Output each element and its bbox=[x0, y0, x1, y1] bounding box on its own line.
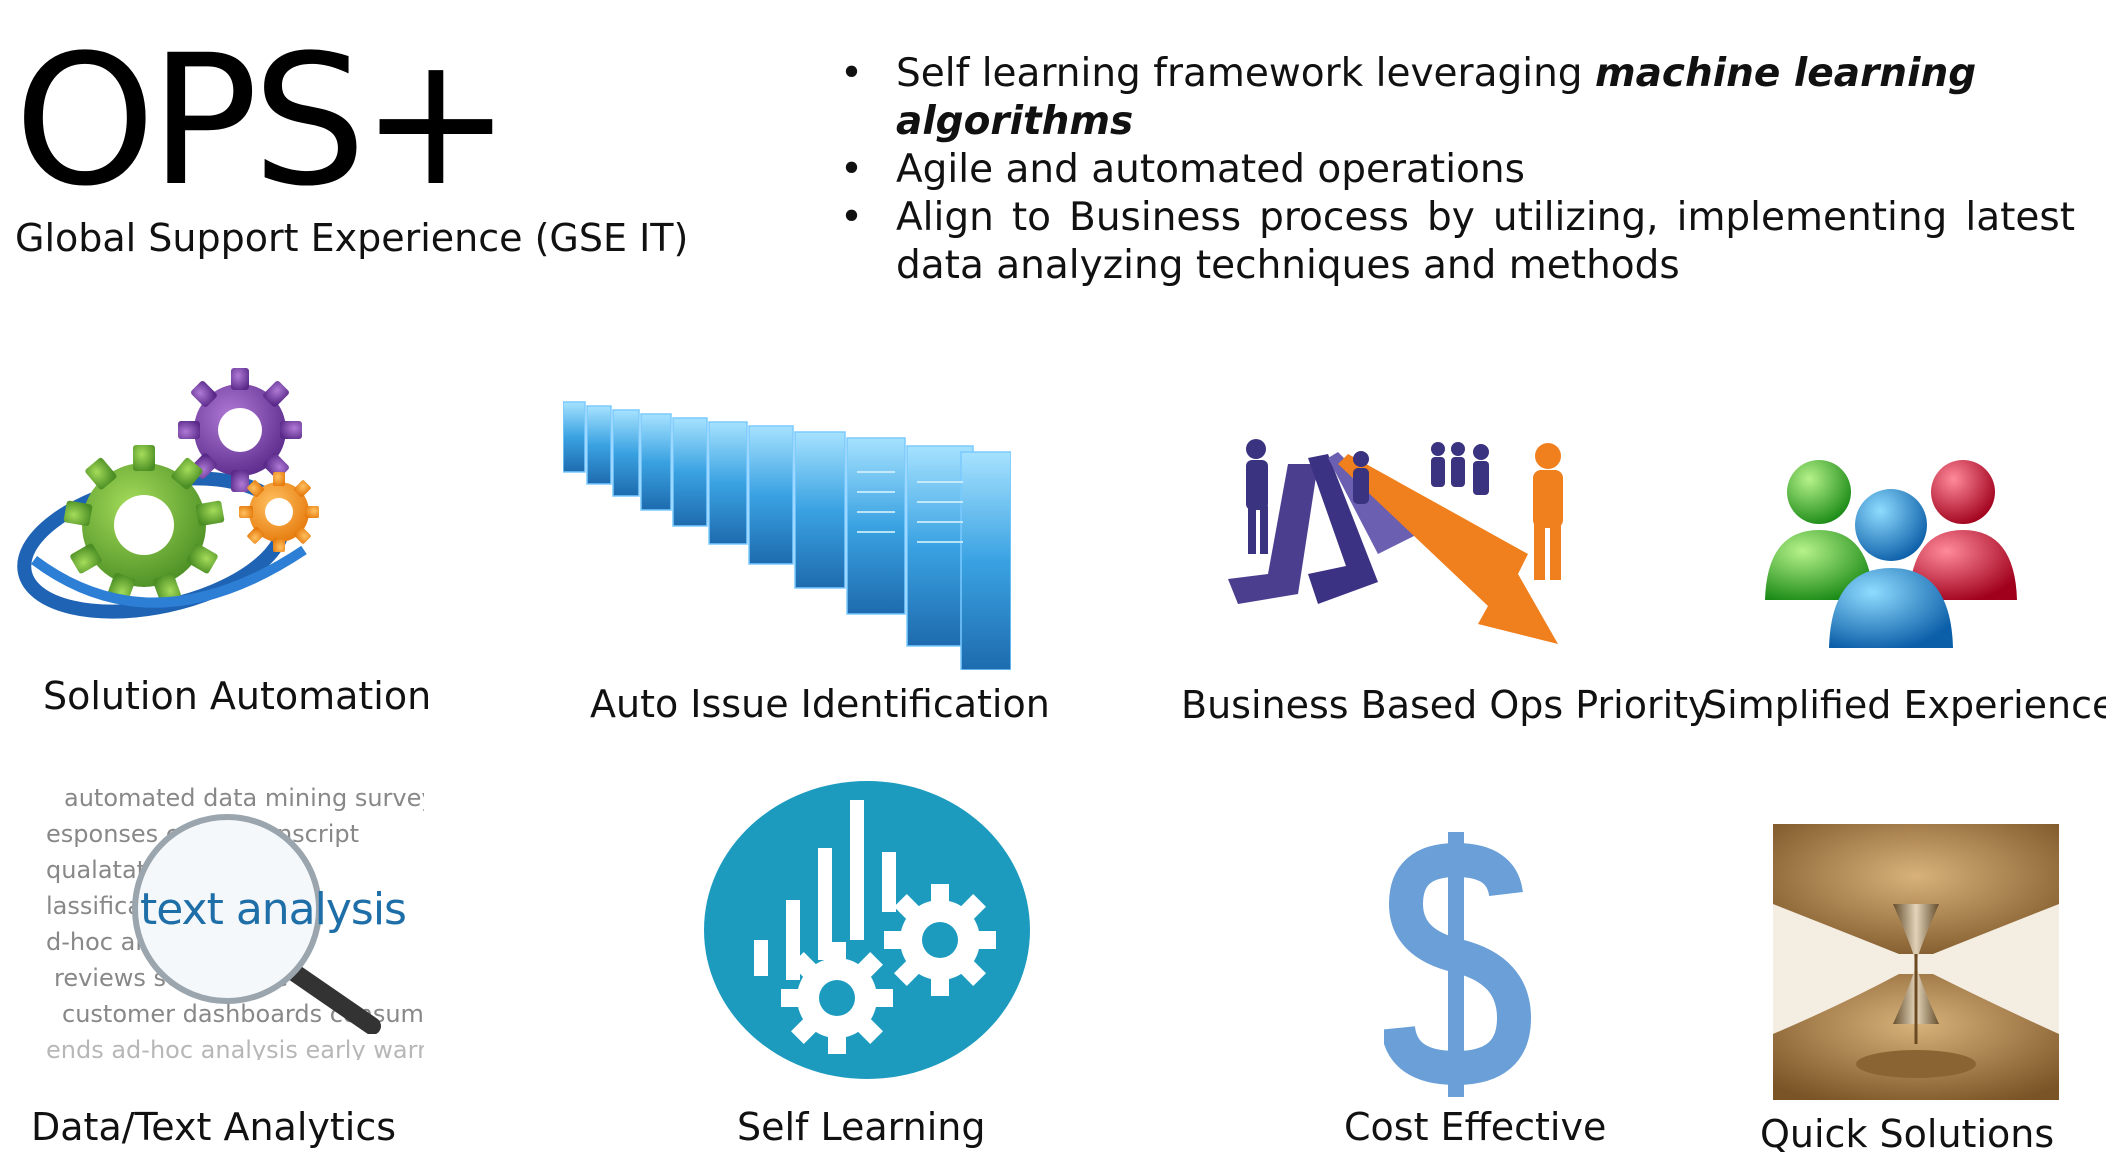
hourglass-icon bbox=[1773, 824, 2059, 1100]
page-title: OPS+ bbox=[14, 17, 511, 226]
word-cloud-line: ends ad-hoc analysis early warnin bbox=[46, 1036, 424, 1060]
feature-label: Auto Issue Identification bbox=[590, 682, 1050, 726]
bullet-item: • Align to Business process by utilizing,… bbox=[840, 194, 2075, 290]
users-icon bbox=[1757, 450, 2027, 660]
bullet-text: Align to Business process by utilizing, … bbox=[896, 195, 2075, 288]
bullet-dot: • bbox=[840, 51, 864, 96]
bullet-item: • Self learning framework leveraging mach… bbox=[840, 50, 2075, 146]
bullet-text: Agile and automated operations bbox=[896, 147, 1525, 192]
learning-gears-icon bbox=[702, 780, 1032, 1080]
bullet-item: • Agile and automated operations bbox=[840, 146, 2075, 194]
word-cloud-line: automated data mining survey bbox=[64, 784, 424, 812]
feature-label: Self Learning bbox=[737, 1105, 986, 1149]
page-subtitle: Global Support Experience (GSE IT) bbox=[15, 216, 689, 260]
feature-label: Business Based Ops Priority bbox=[1181, 683, 1711, 727]
dollar-icon bbox=[1384, 832, 1534, 1097]
feature-label: Simplified Experience bbox=[1703, 683, 2106, 727]
bullet-dot: • bbox=[840, 195, 864, 240]
arrows-people-icon bbox=[1228, 434, 1628, 650]
feature-label: Data/Text Analytics bbox=[31, 1105, 397, 1149]
magnifier-icon bbox=[132, 814, 381, 1034]
bullet-emphasis: machine learning algorithms bbox=[896, 51, 1977, 144]
data-screens-icon bbox=[563, 392, 1011, 670]
text-analysis-icon: automated data mining survey esponses co… bbox=[44, 778, 424, 1060]
feature-bullet-list: • Self learning framework leveraging mach… bbox=[840, 50, 2075, 290]
feature-label: Solution Automation bbox=[43, 674, 432, 718]
bullet-text: Self learning framework leveraging bbox=[896, 51, 1595, 96]
feature-label: Cost Effective bbox=[1344, 1105, 1607, 1149]
magnified-text: text analysis bbox=[140, 884, 407, 935]
gears-icon bbox=[14, 360, 334, 650]
bullet-dot: • bbox=[840, 147, 864, 192]
feature-label: Quick Solutions bbox=[1760, 1112, 2055, 1156]
